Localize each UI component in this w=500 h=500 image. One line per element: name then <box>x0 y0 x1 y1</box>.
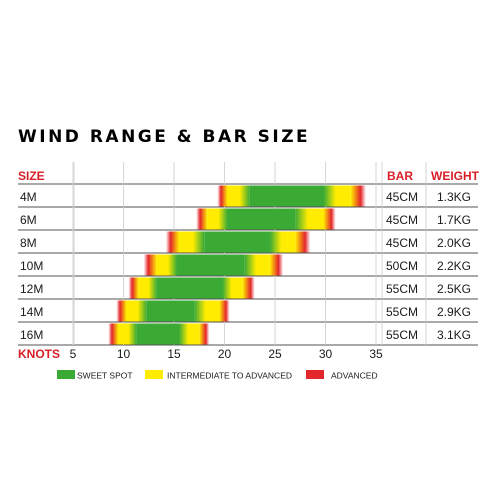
legend-label: INTERMEDIATE TO ADVANCED <box>167 371 292 381</box>
range-bar-4m <box>217 185 366 207</box>
legend-label: SWEET SPOT <box>77 371 133 381</box>
intermediate-high-segment <box>323 185 351 207</box>
intermediate-low-segment <box>179 231 205 253</box>
intermediate-low-segment <box>118 323 137 345</box>
advanced-high-segment <box>295 231 311 253</box>
sweet-spot-segment <box>136 323 180 345</box>
advanced-high-segment <box>269 254 284 276</box>
size-label: 10M <box>20 259 43 273</box>
advanced-high-segment <box>199 323 210 345</box>
sweet-spot-segment <box>249 185 324 207</box>
size-column-header: SIZE <box>18 169 45 183</box>
intermediate-low-segment <box>126 300 147 322</box>
range-bars <box>108 185 366 345</box>
bar-label: 55CM <box>386 305 418 319</box>
weight-label: 2.2KG <box>437 259 471 273</box>
advanced-low-segment <box>143 254 157 276</box>
legend-swatch-sweet-spot <box>57 370 75 379</box>
intermediate-low-segment <box>227 185 250 207</box>
size-label: 16M <box>20 328 43 342</box>
intermediate-high-segment <box>179 323 200 345</box>
sweet-spot-segment <box>156 277 223 299</box>
legend-swatch-intermediate <box>145 370 163 379</box>
x-tick-label: 25 <box>268 347 282 361</box>
intermediate-high-segment <box>222 277 243 299</box>
weight-label: 1.3KG <box>437 190 471 204</box>
intermediate-low-segment <box>138 277 157 299</box>
weight-label: 2.0KG <box>437 236 471 250</box>
bar-label: 55CM <box>386 328 418 342</box>
bar-label: 45CM <box>386 236 418 250</box>
intermediate-high-segment <box>295 208 324 230</box>
weight-label: 2.5KG <box>437 282 471 296</box>
x-tick-label: 30 <box>319 347 333 361</box>
weight-label: 3.1KG <box>437 328 471 342</box>
knots-axis-label: KNOTS <box>18 347 60 361</box>
size-label: 14M <box>20 305 43 319</box>
range-bar-12m <box>128 277 255 299</box>
bar-label: 45CM <box>386 213 418 227</box>
advanced-low-segment <box>128 277 139 299</box>
bar-column-header: BAR <box>387 169 413 183</box>
sweet-spot-segment <box>146 300 195 322</box>
advanced-low-segment <box>217 185 228 207</box>
intermediate-high-segment <box>244 254 270 276</box>
size-label: 8M <box>20 236 37 250</box>
weight-column-header: WEIGHT <box>431 169 480 183</box>
legend-label: ADVANCED <box>331 371 378 381</box>
bar-label: 55CM <box>386 282 418 296</box>
advanced-high-segment <box>323 208 336 230</box>
size-label: 6M <box>20 213 37 227</box>
sweet-spot-segment <box>204 231 270 253</box>
size-label: 12M <box>20 282 43 296</box>
advanced-low-segment <box>165 231 180 253</box>
range-bar-6m <box>196 208 336 230</box>
intermediate-high-segment <box>269 231 296 253</box>
legend: SWEET SPOT INTERMEDIATE TO ADVANCED ADVANC… <box>57 370 378 381</box>
x-axis-ticks: 5 10 15 20 25 30 35 <box>70 347 383 361</box>
x-tick-label: 35 <box>369 347 383 361</box>
x-tick-label: 10 <box>117 347 131 361</box>
size-label: 4M <box>20 190 37 204</box>
advanced-high-segment <box>219 300 230 322</box>
legend-swatch-advanced <box>306 370 324 379</box>
range-bar-14m <box>116 300 230 322</box>
weight-label: 1.7KG <box>437 213 471 227</box>
intermediate-low-segment <box>156 254 178 276</box>
range-bar-10m <box>143 254 284 276</box>
advanced-high-segment <box>350 185 366 207</box>
advanced-high-segment <box>242 277 255 299</box>
x-tick-label: 15 <box>167 347 181 361</box>
chart-title: WIND RANGE & BAR SIZE <box>18 127 310 147</box>
bar-label: 50CM <box>386 259 418 273</box>
range-bar-8m <box>165 231 311 253</box>
advanced-low-segment <box>108 323 119 345</box>
x-tick-label: 20 <box>218 347 232 361</box>
bar-label: 45CM <box>386 190 418 204</box>
sweet-spot-segment <box>227 208 296 230</box>
weight-label: 2.9KG <box>437 305 471 319</box>
advanced-low-segment <box>116 300 127 322</box>
range-bar-16m <box>108 323 210 345</box>
x-tick-label: 5 <box>70 347 77 361</box>
sweet-spot-segment <box>177 254 245 276</box>
intermediate-low-segment <box>207 208 228 230</box>
advanced-low-segment <box>196 208 208 230</box>
intermediate-high-segment <box>194 300 220 322</box>
row-labels: 4M 45CM 1.3KG 6M 45CM 1.7KG 8M 45CM 2.0KG 10M 50CM… <box>20 190 471 342</box>
